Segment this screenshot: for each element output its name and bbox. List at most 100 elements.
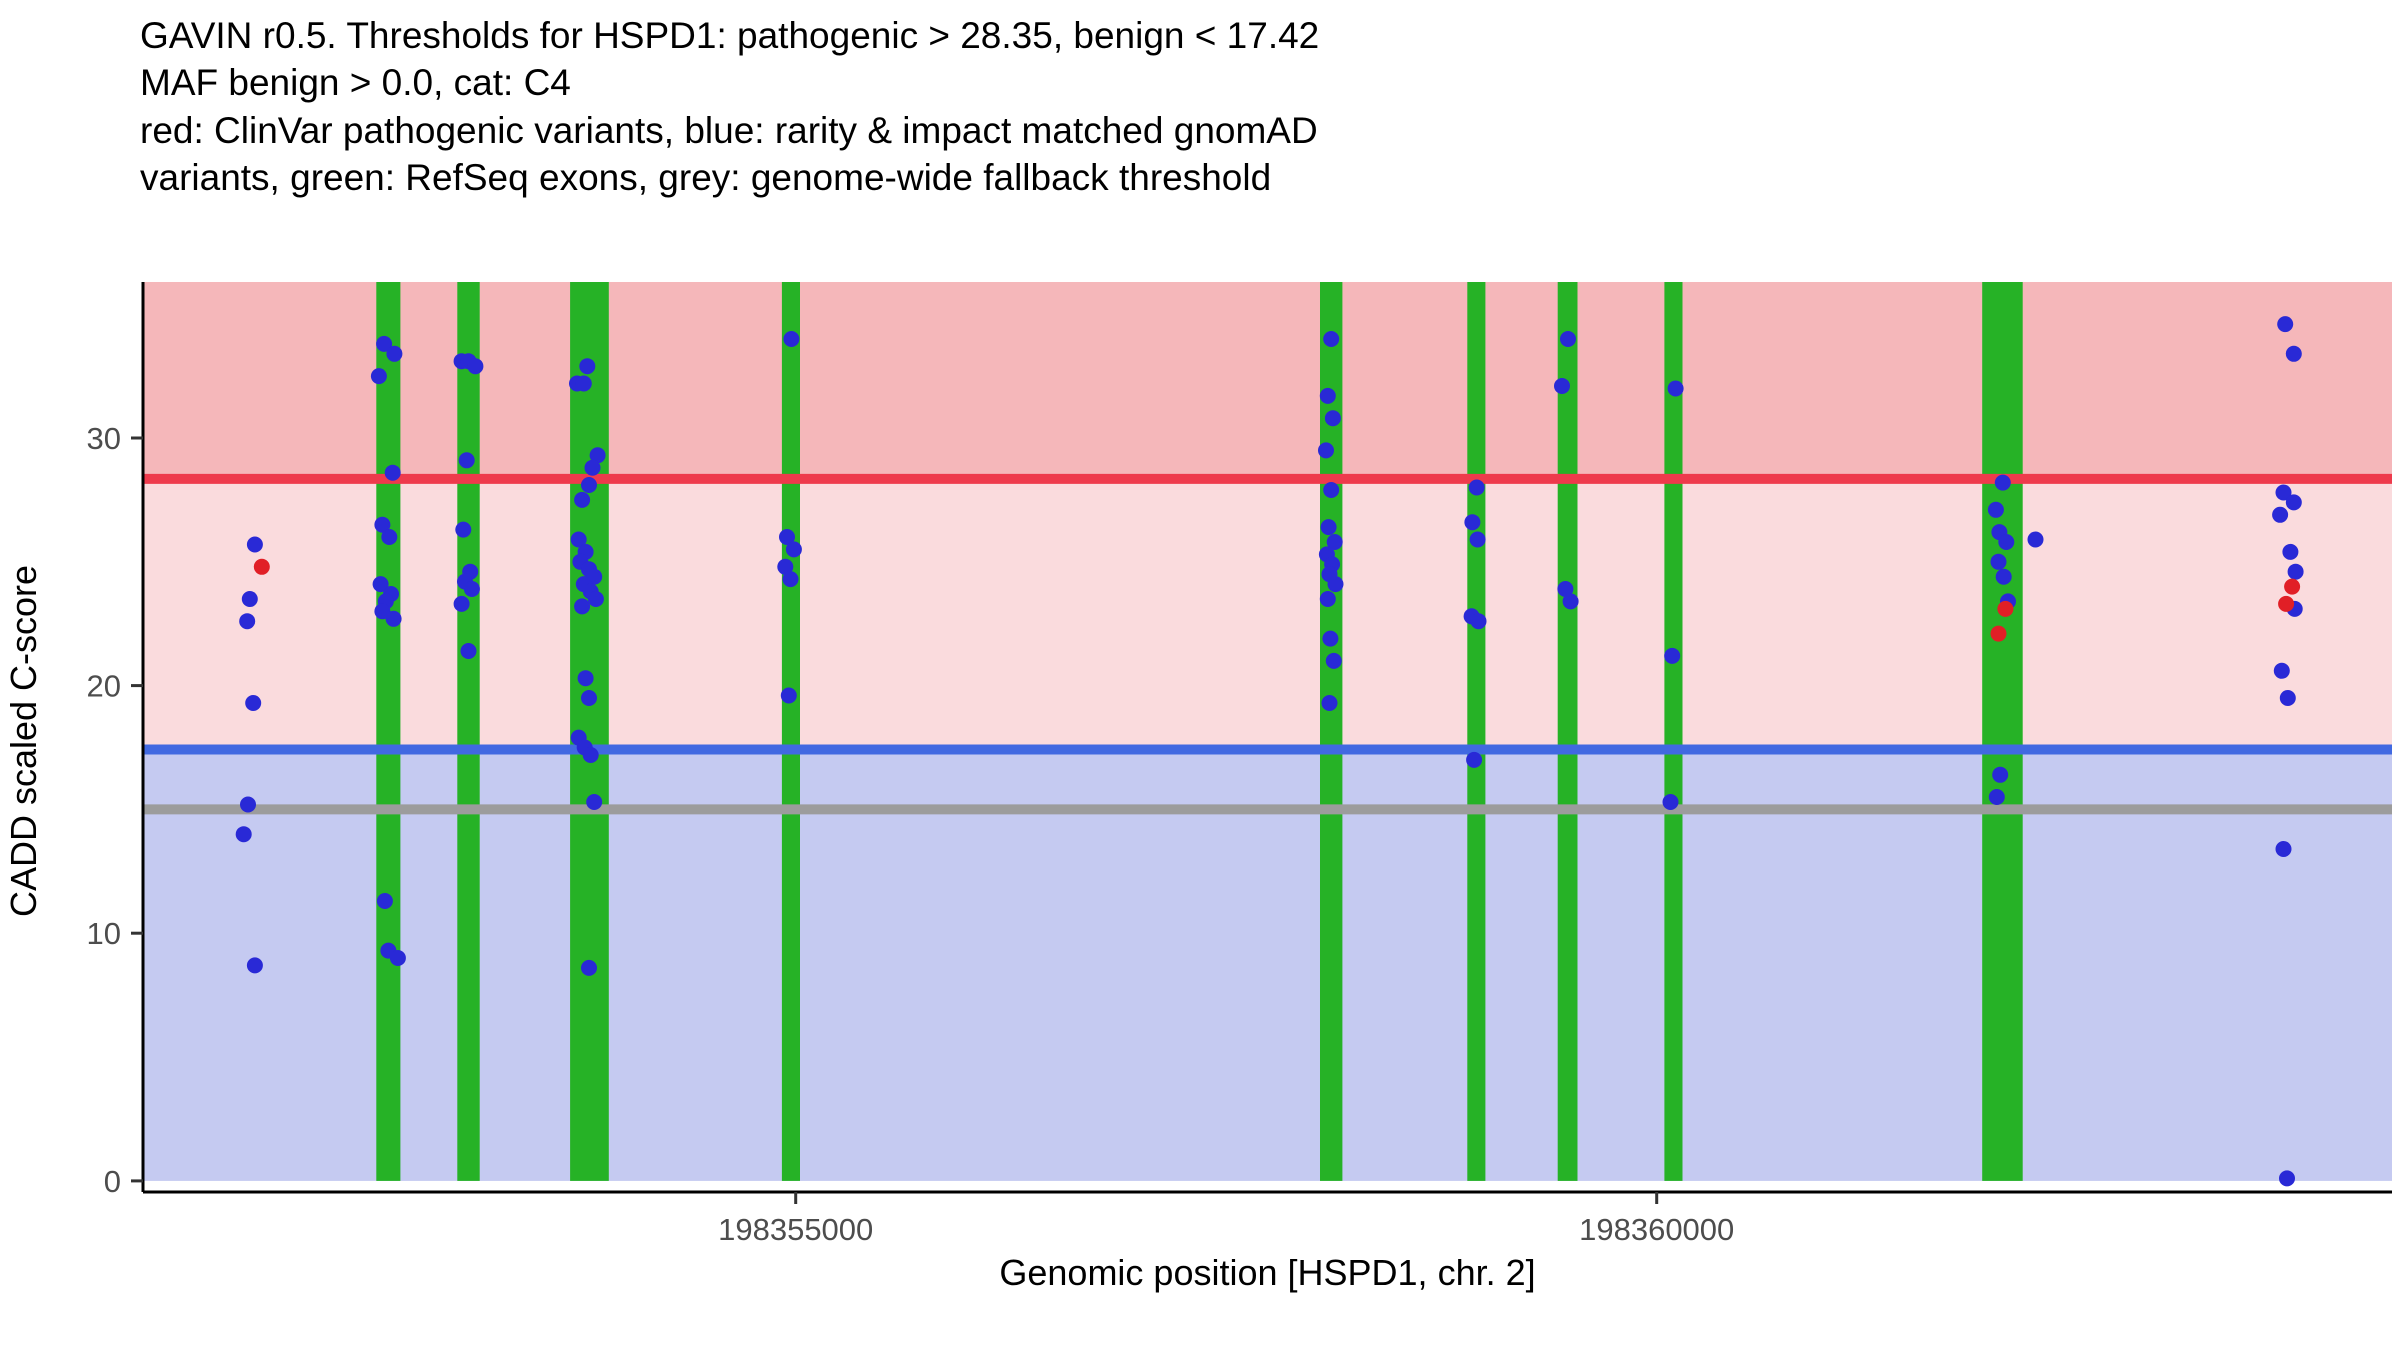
variant-point [1321, 695, 1338, 711]
variant-point [1466, 751, 1483, 768]
variant-point [574, 491, 591, 508]
variant-point [1554, 378, 1570, 394]
variant-point [1326, 534, 1343, 550]
vous-region [143, 478, 2392, 750]
variant-point [589, 447, 606, 464]
variant-point [245, 695, 262, 711]
y-axis-ticks: 0 10 20 30 [87, 421, 143, 1199]
y-axis-label: CADD scaled C-score [3, 564, 44, 918]
variant-point [579, 358, 596, 375]
variant-point [376, 335, 393, 352]
variant-point [1322, 630, 1339, 647]
exon-bar [1467, 282, 1486, 1181]
variant-point [1994, 474, 2011, 491]
variant-point [2279, 690, 2296, 706]
variant-point [1995, 568, 2012, 585]
variant-point [386, 345, 403, 362]
variant-point [783, 331, 800, 347]
x-tick-label: 198355000 [718, 1212, 873, 1247]
variant-point [2272, 506, 2289, 523]
variant-point [235, 826, 252, 843]
variant-point [239, 613, 256, 630]
variant-point [1662, 794, 1679, 810]
variant-point [381, 529, 398, 545]
variant-point [577, 670, 594, 687]
variant-point [385, 610, 402, 627]
variant-point [246, 536, 263, 553]
variant-point [2275, 484, 2292, 501]
variant-point [455, 521, 472, 538]
variant-point [1560, 331, 1576, 347]
variant-point [389, 950, 406, 966]
variant-point [1987, 501, 2004, 518]
x-axis-label: Genomic position [HSPD1, chr. 2] [999, 1252, 1536, 1293]
series-gnomad-variants [235, 316, 2304, 1187]
exon-bar [1320, 282, 1343, 1181]
exon-bar [1664, 282, 1683, 1181]
variant-point [2284, 578, 2301, 595]
series-clinvar-pathogenic-variants [253, 558, 2301, 642]
plot-title: GAVIN r0.5. Thresholds for HSPD1: pathog… [140, 12, 1319, 201]
threshold-bands [143, 282, 2392, 1181]
variant-point [1557, 581, 1574, 597]
variant-point [581, 690, 597, 706]
variant-point [777, 558, 794, 575]
variant-point [570, 531, 587, 548]
variant-point [374, 516, 391, 533]
variant-point [1997, 600, 2014, 617]
variant-point [1464, 514, 1481, 531]
variant-point [1990, 625, 2007, 642]
exon-bar [457, 282, 480, 1181]
variant-point [370, 368, 387, 385]
variant-point [1998, 534, 2015, 550]
variant-point [574, 598, 591, 615]
variant-point [253, 558, 270, 575]
variant-point [782, 571, 799, 588]
pathogenic-region [143, 282, 2392, 479]
variant-point [1470, 613, 1487, 630]
title-line-4: variants, green: RefSeq exons, grey: gen… [140, 157, 1272, 199]
variant-point [1988, 789, 2005, 805]
exon-bar [376, 282, 401, 1181]
y-tick-label: 30 [87, 421, 121, 456]
variant-point [463, 581, 480, 597]
variant-point [246, 957, 263, 974]
variant-point [586, 794, 603, 810]
variant-point [2277, 316, 2294, 333]
threshold-lines [143, 473, 2392, 815]
variant-point [2279, 1170, 2295, 1187]
variant-point [1664, 647, 1681, 664]
variant-point [453, 595, 470, 612]
variant-point [587, 591, 604, 607]
variant-point [2273, 662, 2290, 679]
variant-point [575, 375, 592, 392]
y-tick-label: 0 [104, 1164, 121, 1199]
variant-point [1468, 479, 1485, 496]
variant-point [779, 529, 795, 545]
refseq-exon-bars [376, 282, 2023, 1181]
variant-point [1562, 593, 1579, 610]
x-axis-ticks: 198355000 198360000 [718, 1192, 1734, 1247]
variant-point [1469, 531, 1486, 548]
variant-point [467, 358, 484, 375]
variant-point [2282, 543, 2299, 560]
title-line-1: GAVIN r0.5. Thresholds for HSPD1: pathog… [140, 15, 1320, 56]
title-line-3: red: ClinVar pathogenic variants, blue: … [140, 109, 1318, 151]
variant-point [1992, 766, 2009, 783]
variant-point [785, 541, 802, 558]
y-tick-label: 10 [87, 916, 121, 951]
variant-point [240, 796, 256, 813]
variant-point [374, 603, 391, 620]
exon-bar [1557, 282, 1578, 1181]
title-line-2: MAF benign > 0.0, cat: C4 [140, 62, 571, 104]
variant-point [1323, 482, 1340, 498]
variant-point [780, 687, 797, 704]
variant-point [582, 747, 599, 763]
variant-point [1667, 380, 1684, 397]
variant-point [581, 959, 597, 976]
variant-point [460, 643, 477, 659]
variant-point [1990, 553, 2007, 570]
variant-point [1327, 576, 1344, 593]
